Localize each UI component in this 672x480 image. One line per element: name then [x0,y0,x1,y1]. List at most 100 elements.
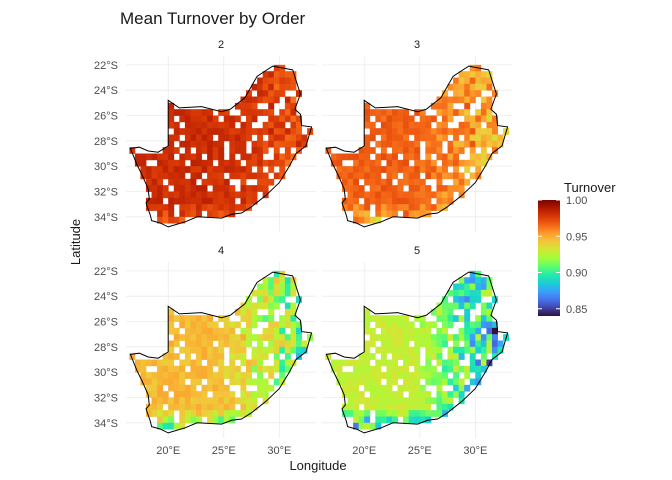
turnover-cell [358,147,365,154]
turnover-cell [430,353,437,360]
turnover-cell [458,109,465,116]
turnover-cell [162,365,169,373]
turnover-cell [240,391,247,398]
turnover-cell [173,353,180,360]
turnover-cell [475,172,482,180]
turnover-cell [168,384,175,392]
legend-label: 1.00 [566,195,587,207]
turnover-cell [469,346,476,354]
turnover-cell [442,321,448,329]
turnover-cell [464,340,471,348]
turnover-cell [475,296,482,303]
turnover-cell [419,134,426,142]
turnover-cell [240,308,247,316]
turnover-cell [212,359,219,367]
turnover-cell [234,410,241,417]
turnover-cell [190,134,197,142]
turnover-cell [375,378,382,386]
turnover-cell [212,391,219,398]
turnover-cell [397,327,404,335]
turnover-cell [469,71,476,78]
turnover-cell [234,147,241,154]
turnover-cell [140,159,147,167]
turnover-cell [336,359,343,367]
turnover-cell [168,172,175,180]
turnover-cell [369,178,376,186]
turnover-cell [168,166,175,173]
y-tick-label: 28°S [94,342,118,354]
turnover-cell [342,204,348,211]
turnover-cell [162,410,169,417]
turnover-cell [196,191,202,199]
turnover-cell [469,115,476,123]
turnover-cell [403,340,410,348]
turnover-cell [386,327,393,335]
turnover-cell [386,178,393,186]
turnover-cell [425,365,432,373]
turnover-cell [380,166,387,173]
turnover-cell [262,283,269,291]
turnover-cell [408,391,415,398]
y-tick-label: 34°S [94,418,118,430]
turnover-cell [364,410,371,417]
turnover-cell [380,115,387,123]
turnover-cell [257,359,264,367]
turnover-cell [223,197,230,205]
turnover-cell [353,216,360,224]
turnover-cell [184,134,191,142]
turnover-cell [414,172,421,180]
turnover-cell [414,153,421,161]
turnover-cell [212,334,219,341]
turnover-cell [268,308,275,316]
turnover-cell [447,140,454,148]
turnover-cell [284,353,291,360]
turnover-cell [201,410,208,417]
turnover-cell [251,391,258,398]
turnover-cell [290,302,297,310]
turnover-cell [447,191,454,199]
turnover-cell [251,102,258,110]
turnover-cell [184,391,191,398]
turnover-cell [469,365,476,373]
turnover-cell [442,90,448,97]
turnover-cell [347,403,354,411]
turnover-cell [201,334,208,341]
turnover-cell [458,334,465,341]
turnover-cell [353,378,360,386]
turnover-cell [342,410,348,417]
turnover-cell [262,128,269,135]
turnover-cell [279,153,286,161]
turnover-cell [212,128,219,135]
turnover-cell [262,147,269,154]
turnover-cell [358,391,365,398]
turnover-cell [196,346,202,354]
turnover-cell [290,308,297,316]
turnover-cell [425,204,432,211]
turnover-cell [212,403,219,411]
turnover-cell [223,327,230,335]
turnover-cell [480,140,487,148]
turnover-cell [168,315,175,322]
turnover-cell [419,166,426,173]
turnover-cell [486,359,493,367]
turnover-cell [262,397,269,405]
turnover-cell [273,159,280,167]
turnover-cell [330,365,337,373]
turnover-cell [179,172,186,180]
turnover-cell [212,197,219,205]
turnover-cell [392,140,398,148]
turnover-cell [173,372,180,379]
turnover-cell [358,153,365,161]
turnover-cell [179,153,186,161]
turnover-cell [386,315,393,322]
turnover-cell [392,121,398,129]
turnover-cell [268,302,275,310]
turnover-cell [240,134,247,142]
turnover-cell [212,191,219,199]
turnover-cell [469,283,476,291]
turnover-cell [469,321,476,329]
turnover-cell [201,147,208,154]
turnover-cell [442,204,448,211]
turnover-cell [475,128,482,135]
turnover-cell [480,71,487,78]
